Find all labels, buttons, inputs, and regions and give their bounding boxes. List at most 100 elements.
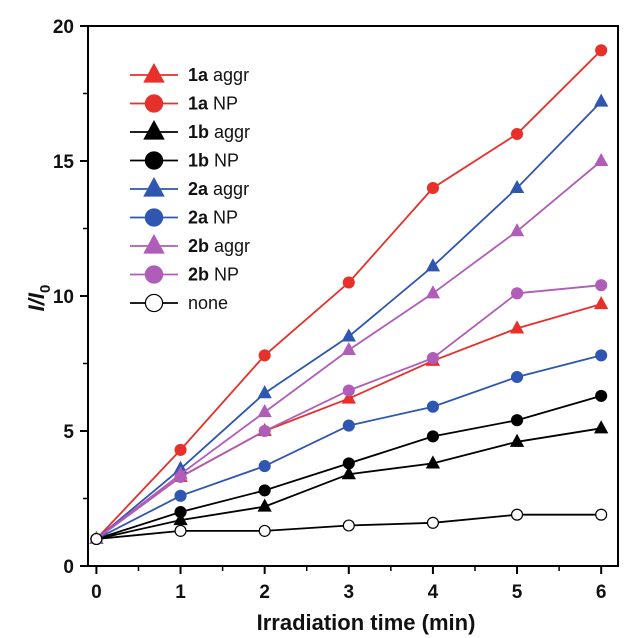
legend-item: 1b aggr xyxy=(130,119,250,142)
circle-marker xyxy=(342,519,355,532)
triangle-marker xyxy=(425,258,441,272)
circle-marker xyxy=(510,508,524,521)
legend-item: 2b NP xyxy=(130,265,239,285)
x-tick-label: 0 xyxy=(91,582,102,603)
triangle-marker xyxy=(341,328,356,342)
circle-marker xyxy=(258,484,271,497)
circle-marker xyxy=(174,443,187,456)
circle-marker xyxy=(144,151,164,170)
series-line xyxy=(96,354,602,540)
legend-item: 1a aggr xyxy=(130,62,249,85)
legend-label-compound: 1a xyxy=(188,65,209,85)
triangle-marker xyxy=(173,512,188,526)
triangle-marker xyxy=(594,420,609,434)
legend-label-form: NP xyxy=(208,208,238,228)
legend-label: 1a NP xyxy=(188,94,238,114)
legend-item: 1b NP xyxy=(130,151,239,171)
triangle-marker xyxy=(509,433,525,447)
triangle-marker xyxy=(509,179,525,194)
legend-label-compound: 2b xyxy=(188,265,209,285)
circle-marker xyxy=(595,349,608,362)
circle-marker xyxy=(595,508,608,521)
circle-marker xyxy=(174,505,187,519)
triangle-marker xyxy=(143,119,165,140)
y-axis-title: I/I0 xyxy=(24,285,54,312)
y-axis-title-sub: 0 xyxy=(37,285,54,293)
legend-label: 2a NP xyxy=(188,208,238,228)
circle-marker xyxy=(90,532,103,546)
triangle-marker xyxy=(341,390,356,404)
legend-label-form: NP xyxy=(209,265,239,285)
y-tick-label: 5 xyxy=(63,422,74,443)
circle-marker xyxy=(342,419,355,432)
legend-label-form: NP xyxy=(209,151,239,171)
axes: 0 1 2 3 4 5 6 0 5 10 15 20 xyxy=(53,17,619,603)
circle-marker xyxy=(510,287,524,300)
y-tick-label: 0 xyxy=(63,557,74,578)
legend-item: none xyxy=(130,293,228,313)
circle-marker xyxy=(144,265,164,284)
circle-marker xyxy=(258,349,271,362)
legend-label-form: aggr xyxy=(208,179,249,199)
circle-marker xyxy=(510,127,524,141)
x-tick-label: 1 xyxy=(175,582,186,603)
legend-label: 1a aggr xyxy=(188,65,249,85)
legend-item: 2b aggr xyxy=(130,233,250,256)
series-layer xyxy=(89,44,609,546)
series-2b-np xyxy=(90,279,608,546)
legend-label-form: aggr xyxy=(208,65,249,85)
series-1b-np xyxy=(90,389,608,546)
circle-marker xyxy=(510,370,524,384)
triangle-marker xyxy=(594,152,609,167)
circle-marker xyxy=(595,44,608,57)
circle-marker xyxy=(595,389,608,402)
x-tick-label: 5 xyxy=(512,582,523,603)
legend-label-form: aggr xyxy=(209,236,250,256)
circle-marker xyxy=(144,208,164,227)
circle-marker xyxy=(144,94,164,113)
x-axis-title: Irradiation time (min) xyxy=(257,610,476,635)
circle-marker xyxy=(426,430,439,443)
triangle-marker xyxy=(425,285,441,299)
legend-label: 2b NP xyxy=(188,265,239,285)
circle-marker xyxy=(258,524,271,537)
legend-label-form: aggr xyxy=(209,122,250,142)
circle-marker xyxy=(342,457,355,470)
y-tick-label: 15 xyxy=(53,152,75,173)
triangle-marker xyxy=(143,62,165,83)
series-2b-aggr xyxy=(89,152,609,545)
circle-marker xyxy=(144,293,164,313)
y-axis-title-main: I/I xyxy=(24,292,49,311)
y-tick-label: 20 xyxy=(53,17,74,38)
triangle-marker xyxy=(341,341,356,356)
triangle-marker xyxy=(257,385,272,399)
triangle-marker xyxy=(341,466,356,480)
legend-item: 1a NP xyxy=(130,94,238,114)
legend-label: 2b aggr xyxy=(188,236,250,256)
y-tick-label: 10 xyxy=(53,287,74,308)
circle-marker xyxy=(426,516,439,529)
circle-marker xyxy=(174,470,187,483)
legend-item: 2a aggr xyxy=(130,176,249,199)
legend-label: 1b aggr xyxy=(188,122,250,142)
legend-label: none xyxy=(188,293,228,313)
triangle-marker xyxy=(143,233,165,254)
triangle-marker xyxy=(509,320,525,334)
x-tick-label: 2 xyxy=(259,582,270,603)
circle-marker xyxy=(258,460,271,473)
triangle-marker xyxy=(594,93,609,107)
legend-label-compound: 1a xyxy=(188,94,209,114)
triangle-marker xyxy=(257,404,272,418)
x-tick-label: 3 xyxy=(344,582,355,603)
circle-marker xyxy=(426,400,439,413)
legend-label-compound: 2a xyxy=(188,208,209,228)
legend-label: 1b NP xyxy=(188,151,239,171)
circle-marker xyxy=(258,424,271,438)
legend-label-compound: 2b xyxy=(188,236,209,256)
circle-marker xyxy=(174,524,187,537)
circle-marker xyxy=(595,279,608,292)
triangle-marker xyxy=(594,296,609,310)
x-tick-label: 4 xyxy=(428,582,439,603)
